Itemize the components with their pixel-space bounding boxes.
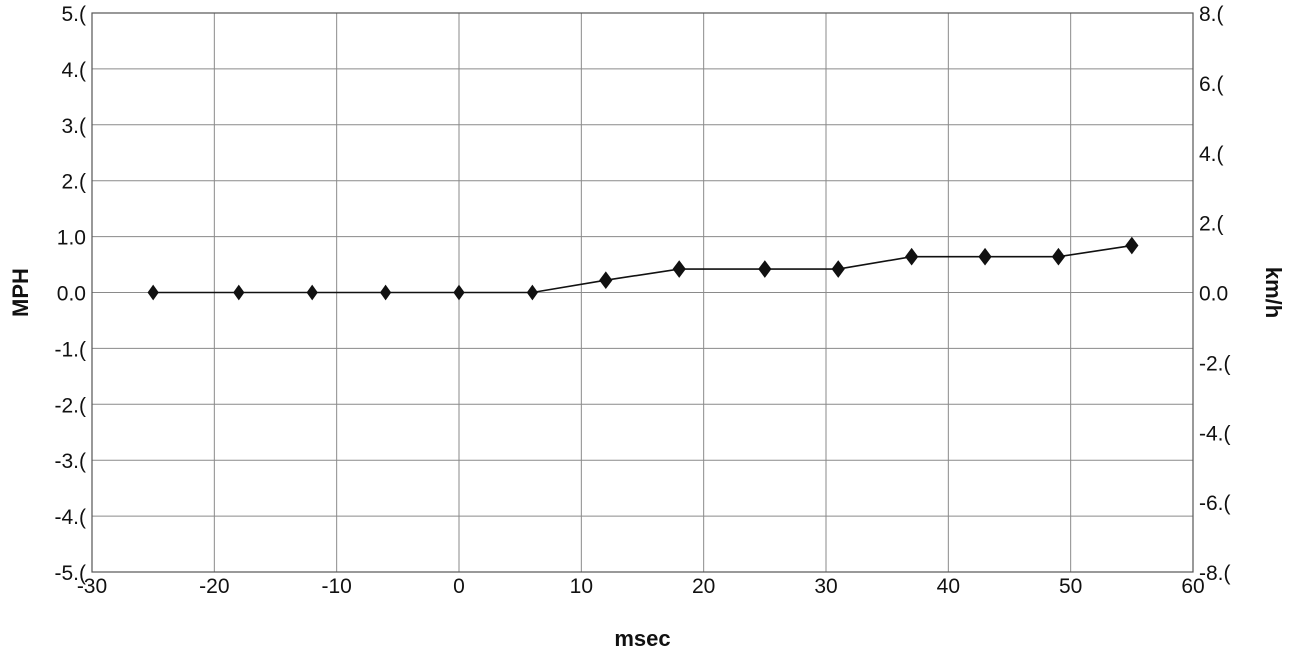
data-point-marker xyxy=(758,260,772,278)
x-tick-label: 30 xyxy=(814,575,837,598)
series-layer xyxy=(147,236,1139,301)
y-axis-title: MPH xyxy=(8,268,33,317)
data-point-marker xyxy=(978,247,992,266)
y-tick-label: -4.( xyxy=(55,506,87,529)
y-tick-label: -5.( xyxy=(55,562,87,585)
y2-tick-label: 8.( xyxy=(1199,3,1224,26)
y2-tick-label: -2.( xyxy=(1199,352,1231,375)
y-tick-label: -2.( xyxy=(55,394,87,417)
data-point-marker xyxy=(905,247,919,266)
series-line xyxy=(153,244,1132,294)
y-tick-label: 4.( xyxy=(61,59,86,82)
x-tick-label: 20 xyxy=(692,575,715,598)
y-tick-label: 5.( xyxy=(61,3,86,26)
data-point-marker xyxy=(526,284,539,301)
data-point-marker xyxy=(599,271,613,290)
x-tick-label: -10 xyxy=(321,575,351,598)
y2-tick-label: -8.( xyxy=(1199,562,1231,585)
y-tick-label: -3.( xyxy=(55,450,87,473)
data-point-marker xyxy=(306,284,318,301)
y-tick-label: -1.( xyxy=(55,338,87,361)
data-point-marker xyxy=(453,284,465,301)
x-tick-label: 60 xyxy=(1181,575,1204,598)
y-tick-label: 3.( xyxy=(61,115,86,138)
data-point-marker xyxy=(147,284,159,301)
x-tick-label: 0 xyxy=(453,575,465,598)
y-tick-labels: 5.( 4.( 3.( 2.( 1.0 0.0 -1.( -2.( -3.( -4.( -5.( xyxy=(55,3,87,585)
plot-frame xyxy=(91,12,1194,573)
y2-tick-label: -6.( xyxy=(1199,492,1231,515)
x-tick-label: -20 xyxy=(199,575,229,598)
y2-tick-label: 2.( xyxy=(1199,213,1224,236)
y2-tick-labels: 8.( 6.( 4.( 2.( 0.0 -2.( -4.( -6.( -8.( xyxy=(1199,3,1231,585)
x-tick-labels: -30 -20 -10 0 10 20 30 40 50 60 xyxy=(77,575,1205,598)
data-point-marker xyxy=(672,260,686,278)
y-tick-label: 0.0 xyxy=(57,283,86,306)
y-tick-label: 2.( xyxy=(61,171,86,194)
y-tick-label: 1.0 xyxy=(57,227,86,250)
y2-axis-title: km/h xyxy=(1261,267,1286,318)
x-tick-label: 40 xyxy=(937,575,960,598)
y2-tick-label: 0.0 xyxy=(1199,283,1228,306)
x-tick-label: -30 xyxy=(77,575,107,598)
data-point-marker xyxy=(1125,236,1139,255)
x-tick-label: 50 xyxy=(1059,575,1082,598)
data-point-marker xyxy=(1051,247,1066,266)
y2-tick-label: 4.( xyxy=(1199,143,1224,166)
data-point-marker xyxy=(379,284,392,301)
data-point-marker xyxy=(831,260,845,278)
data-point-marker xyxy=(233,284,245,301)
y2-tick-label: -4.( xyxy=(1199,422,1231,445)
y2-tick-label: 6.( xyxy=(1199,73,1224,96)
x-tick-label: 10 xyxy=(570,575,593,598)
x-axis-title: msec xyxy=(614,626,670,651)
